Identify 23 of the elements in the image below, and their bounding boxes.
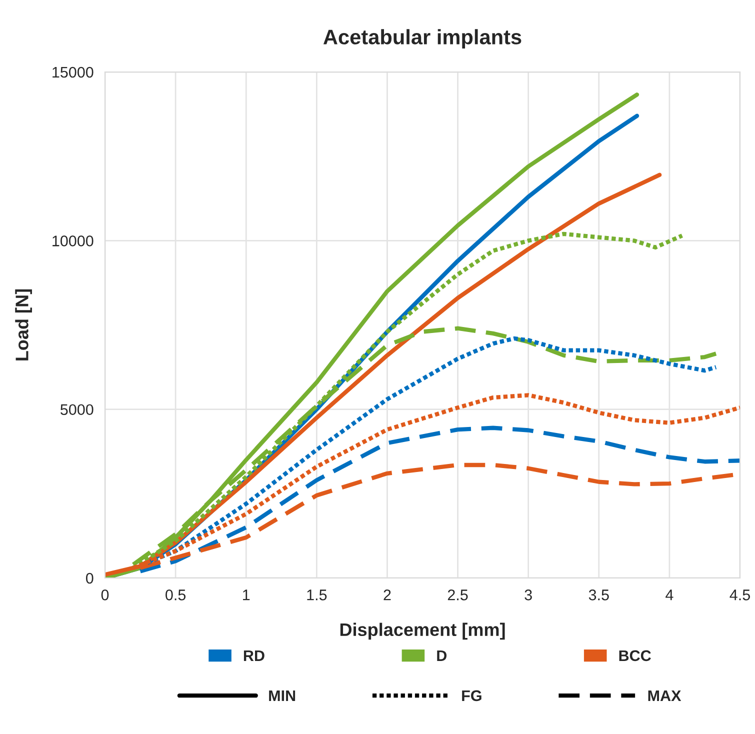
legend-label: MAX <box>648 690 682 701</box>
x-axis-title: Displacement [mm] <box>340 622 505 640</box>
x-tick-label: 3.5 <box>588 590 609 600</box>
x-tick-label: 1.5 <box>307 590 327 600</box>
x-tick-label: 3 <box>524 590 532 600</box>
y-tick-label: 15000 <box>52 66 94 78</box>
legend-label: D <box>437 650 447 661</box>
x-tick-label: 0 <box>101 590 109 600</box>
x-tick-label: 4 <box>666 590 674 600</box>
legend-label: MIN <box>269 690 296 701</box>
legend-label: RD <box>244 650 264 661</box>
chart-title: Acetabular implants <box>323 29 522 49</box>
x-tick-label: 0.5 <box>166 590 186 600</box>
x-tick-label: 2.5 <box>448 590 468 600</box>
legend-label: BCC <box>619 650 651 662</box>
y-tick-label: 0 <box>86 572 94 584</box>
x-tick-label: 4.5 <box>730 590 750 600</box>
y-tick-label: 10000 <box>52 236 94 246</box>
y-axis-title: Load [N] <box>15 289 32 360</box>
x-tick-label: 1 <box>243 590 250 600</box>
legend-label: FG <box>462 690 482 702</box>
y-tick-label: 5000 <box>60 404 94 416</box>
x-tick-label: 2 <box>384 590 391 600</box>
